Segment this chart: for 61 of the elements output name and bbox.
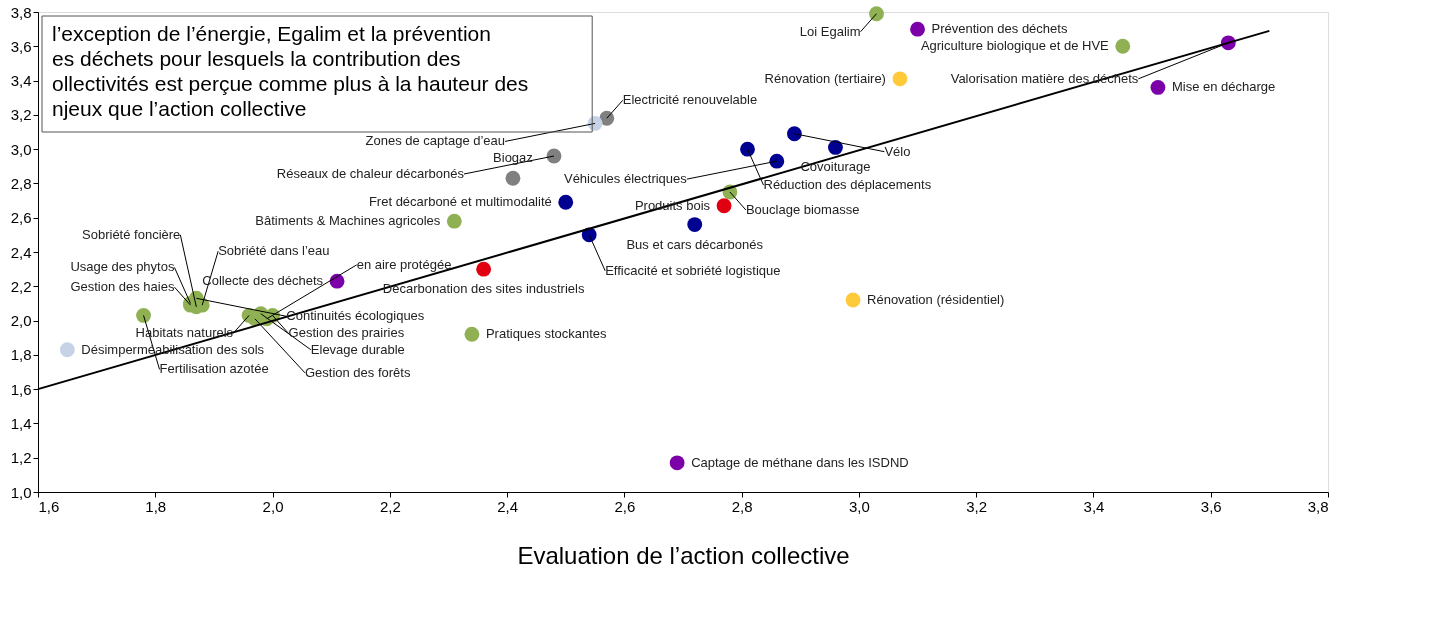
annotation: Décarbonation des sites industriels [382,281,585,297]
annotation: en aire protégée [356,256,452,272]
annotation: Gestion des forêts [304,364,411,380]
x-tick-label: 2,0 [262,497,284,515]
y-tick-label: 1,8 [10,346,32,364]
x-axis-title: Evaluation de l’action collective [517,541,850,569]
annotation: Sobriété foncière [82,226,181,242]
annotation: Continuités écologiques [286,308,425,324]
annotation: Fertilisation azotée [159,361,269,377]
annotation: Mise en décharge [1171,79,1276,95]
x-tick-label: 2,4 [497,497,519,515]
annotation: Bus et cars décarbonés [626,236,764,252]
y-tick-label: 2,6 [10,209,32,227]
y-tick-label: 3,6 [10,37,32,55]
annotation: Bouclage biomasse [745,202,860,217]
y-tick-label: 3,4 [10,72,32,90]
annotation: Rénovation (tertiaire) [764,70,886,86]
annotation: Elevage durable [310,341,405,357]
x-tick-label: 3,8 [1307,497,1329,515]
annotation: Gestion des prairies [288,325,405,341]
x-tick-label: 3,4 [1083,497,1105,515]
x-tick-label: 3,6 [1200,497,1222,515]
annotation: Réduction des déplacements [763,177,932,193]
y-tick-label: 3,8 [10,3,32,21]
annotation: Sobriété dans l’eau [218,243,330,259]
annotation: Prévention des déchets [931,21,1068,37]
y-tick-label: 1,0 [10,483,32,501]
y-tick-label: 2,2 [10,277,32,295]
x-tick-label: 1,8 [145,497,167,515]
annotation: Rénovation (résidentiel) [867,292,1005,307]
annotation: Efficacité et sobriété logistique [605,262,781,278]
annotation: Bâtiments & Machines agricoles [255,213,441,229]
annotation: Covoiturage [800,159,871,175]
y-tick-label: 2,8 [10,174,32,192]
annotation: Zones de captage d’eau [365,133,506,149]
x-tick-label: 2,8 [731,497,753,515]
annotation: Usage des phytos [70,259,175,275]
annotation: Véhicules électriques [563,171,688,187]
y-tick-label: 1,4 [10,414,32,432]
annotation: Loi Egalim [799,23,861,39]
x-tick-label: 2,6 [614,497,636,515]
y-tick-label: 2,0 [10,312,32,330]
annotation: Pratiques stockantes [485,326,608,342]
annotation: Electricité renouvelable [622,92,758,108]
y-tick-label: 2,4 [10,243,32,261]
x-tick-label: 1,6 [38,497,60,515]
annotation: Biogaz [493,150,533,166]
annotation: l’exception de l’énergie, Egalim et la prévention es déchets pour lesquels la contribution des ollectivités est perçue comme plus à la hauteur des njeux que l’action collective [52,22,529,120]
y-tick-label: 3,2 [10,106,32,124]
annotation: Agriculture biologique et de HVE [920,38,1110,54]
annotation: Captage de méthane dans les ISDND [691,454,909,470]
y-tick-label: 1,2 [10,449,32,467]
x-tick-label: 3,2 [966,497,988,515]
annotation: Gestion des haies [70,279,175,295]
annotation: Vélo [884,143,911,159]
annotation: Réseaux de chaleur décarbonés [276,166,465,181]
y-tick-label: 1,6 [10,380,32,398]
x-tick-label: 2,2 [379,497,401,515]
y-tick-label: 3,0 [10,140,32,158]
x-tick-label: 3,0 [848,497,870,515]
annotation: Fret décarboné et multimodalité [368,194,552,210]
